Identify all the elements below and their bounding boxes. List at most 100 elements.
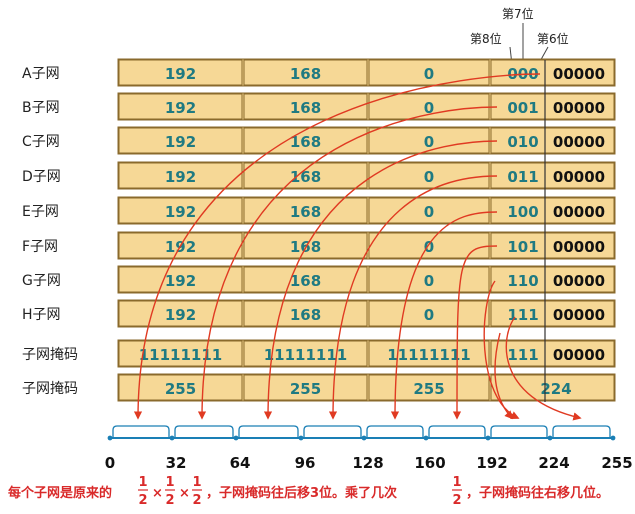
octet-3: 11111111 [387, 346, 471, 364]
octet-cell [368, 266, 490, 293]
octet-1: 192 [165, 99, 196, 117]
octet-cell [243, 300, 368, 327]
host-bits: 00000 [553, 346, 605, 364]
octet-cell [490, 197, 615, 224]
octet-2: 11111111 [264, 346, 348, 364]
subnet-row: B子网 192 168 0 001 00000 [22, 92, 616, 121]
octet-2: 168 [290, 306, 321, 324]
octet-2: 168 [290, 133, 321, 151]
octet-cell [243, 374, 368, 401]
octet-cell [243, 93, 368, 120]
fraction-1: 1 2 [138, 475, 148, 508]
fraction-2-num: 1 [165, 475, 174, 490]
row-label: G子网 [22, 273, 61, 289]
subnet-row: C子网 192 168 0 010 00000 [22, 126, 616, 155]
fraction-4-den: 2 [452, 493, 461, 508]
octet-cell [490, 266, 615, 293]
octet-3: 0 [424, 272, 434, 290]
octet-2: 168 [290, 65, 321, 83]
octet-3: 255 [413, 380, 444, 398]
axis-tick-label: 128 [352, 454, 383, 472]
segment-bracket [552, 425, 611, 438]
octet-2: 168 [290, 168, 321, 186]
segment-bracket [112, 425, 170, 438]
mapping-arrows [133, 73, 582, 421]
axis-dot [547, 435, 553, 441]
octet-cell [490, 340, 615, 367]
subnet-row: G子网 192 168 0 110 00000 [22, 265, 616, 294]
octet-1: 192 [165, 168, 196, 186]
fraction-3-den: 2 [192, 493, 201, 508]
axis-dot [423, 435, 429, 441]
caption-part3: ，子网掩码往右移几位。 [466, 485, 609, 501]
subnet-bits: 111 [507, 306, 538, 324]
octet-cell [368, 374, 490, 401]
row-label: B子网 [22, 100, 60, 116]
subnet-bits: 001 [507, 99, 538, 117]
octet-3: 0 [424, 99, 434, 117]
subnet-bits: 101 [507, 238, 538, 256]
mapping-arrow [390, 211, 498, 420]
row-label: E子网 [22, 204, 59, 220]
row-label: 子网掩码 [22, 381, 78, 397]
octet-cell [243, 266, 368, 293]
caption-part2: ，子网掩码往后移3位。乘了几次 [206, 485, 397, 501]
fraction-1-num: 1 [138, 475, 147, 490]
octet-cell [118, 340, 243, 367]
caption: 每个子网是原来的 1 2 × 1 2 × 1 2 ，子网掩码往后移3位。乘了几次… [8, 475, 609, 508]
octet-cell [243, 340, 368, 367]
segment-bracket [238, 425, 299, 438]
axis-dot [298, 435, 304, 441]
axis-dot [610, 435, 616, 441]
subnet-bits: 010 [507, 133, 538, 151]
segment-bracket [366, 425, 424, 438]
mapping-arrow [197, 106, 498, 420]
octet-1: 192 [165, 65, 196, 83]
octet-1: 192 [165, 203, 196, 221]
octet-cell [118, 93, 243, 120]
segment-bracket [428, 425, 486, 438]
axis-dot [169, 435, 175, 441]
mapping-arrow [263, 140, 498, 420]
times-1: × [152, 486, 163, 501]
octet-cell [243, 127, 368, 154]
bit-position-notes: 第7位 第8位 第6位 [470, 6, 569, 66]
octet-3: 0 [424, 65, 434, 83]
axis-tick-label: 32 [166, 454, 187, 472]
fraction-2-den: 2 [165, 493, 174, 508]
row-label: C子网 [22, 134, 60, 150]
host-bits: 00000 [553, 203, 605, 221]
octet-3: 0 [424, 133, 434, 151]
octet-1: 192 [165, 306, 196, 324]
mask-decimal-row: 子网掩码 255 255 255 224 [22, 373, 616, 402]
mapping-arrow [494, 332, 514, 420]
subnet-bits: 111 [507, 346, 538, 364]
row-label: 子网掩码 [22, 347, 78, 363]
octet-2: 168 [290, 272, 321, 290]
octet-cell [118, 232, 243, 259]
octet-4: 224 [540, 380, 571, 398]
note-bit7: 第7位 [502, 6, 534, 21]
octet-cell [490, 374, 615, 401]
octet-cell [243, 59, 368, 86]
mask-binary-row: 子网掩码 11111111 11111111 11111111 111 00000 [22, 339, 616, 368]
octet-cell [490, 232, 615, 259]
subnet-bits: 100 [507, 203, 538, 221]
fraction-2: 1 2 [165, 475, 175, 508]
times-2: × [179, 486, 190, 501]
row-label: D子网 [22, 169, 61, 185]
host-bits: 00000 [553, 133, 605, 151]
subnet-row: F子网 192 168 0 101 00000 [22, 231, 616, 260]
note-bit8: 第8位 [470, 31, 502, 46]
fraction-3: 1 2 [192, 475, 202, 508]
row-label: H子网 [22, 307, 61, 323]
axis-tick-label: 160 [414, 454, 445, 472]
subnet-row: A子网 192 168 0 000 00000 [22, 58, 616, 87]
segment-bracket [490, 425, 548, 438]
octet-3: 0 [424, 168, 434, 186]
octet-1: 11111111 [139, 346, 223, 364]
octet-cell [118, 127, 243, 154]
host-bits: 00000 [553, 99, 605, 117]
